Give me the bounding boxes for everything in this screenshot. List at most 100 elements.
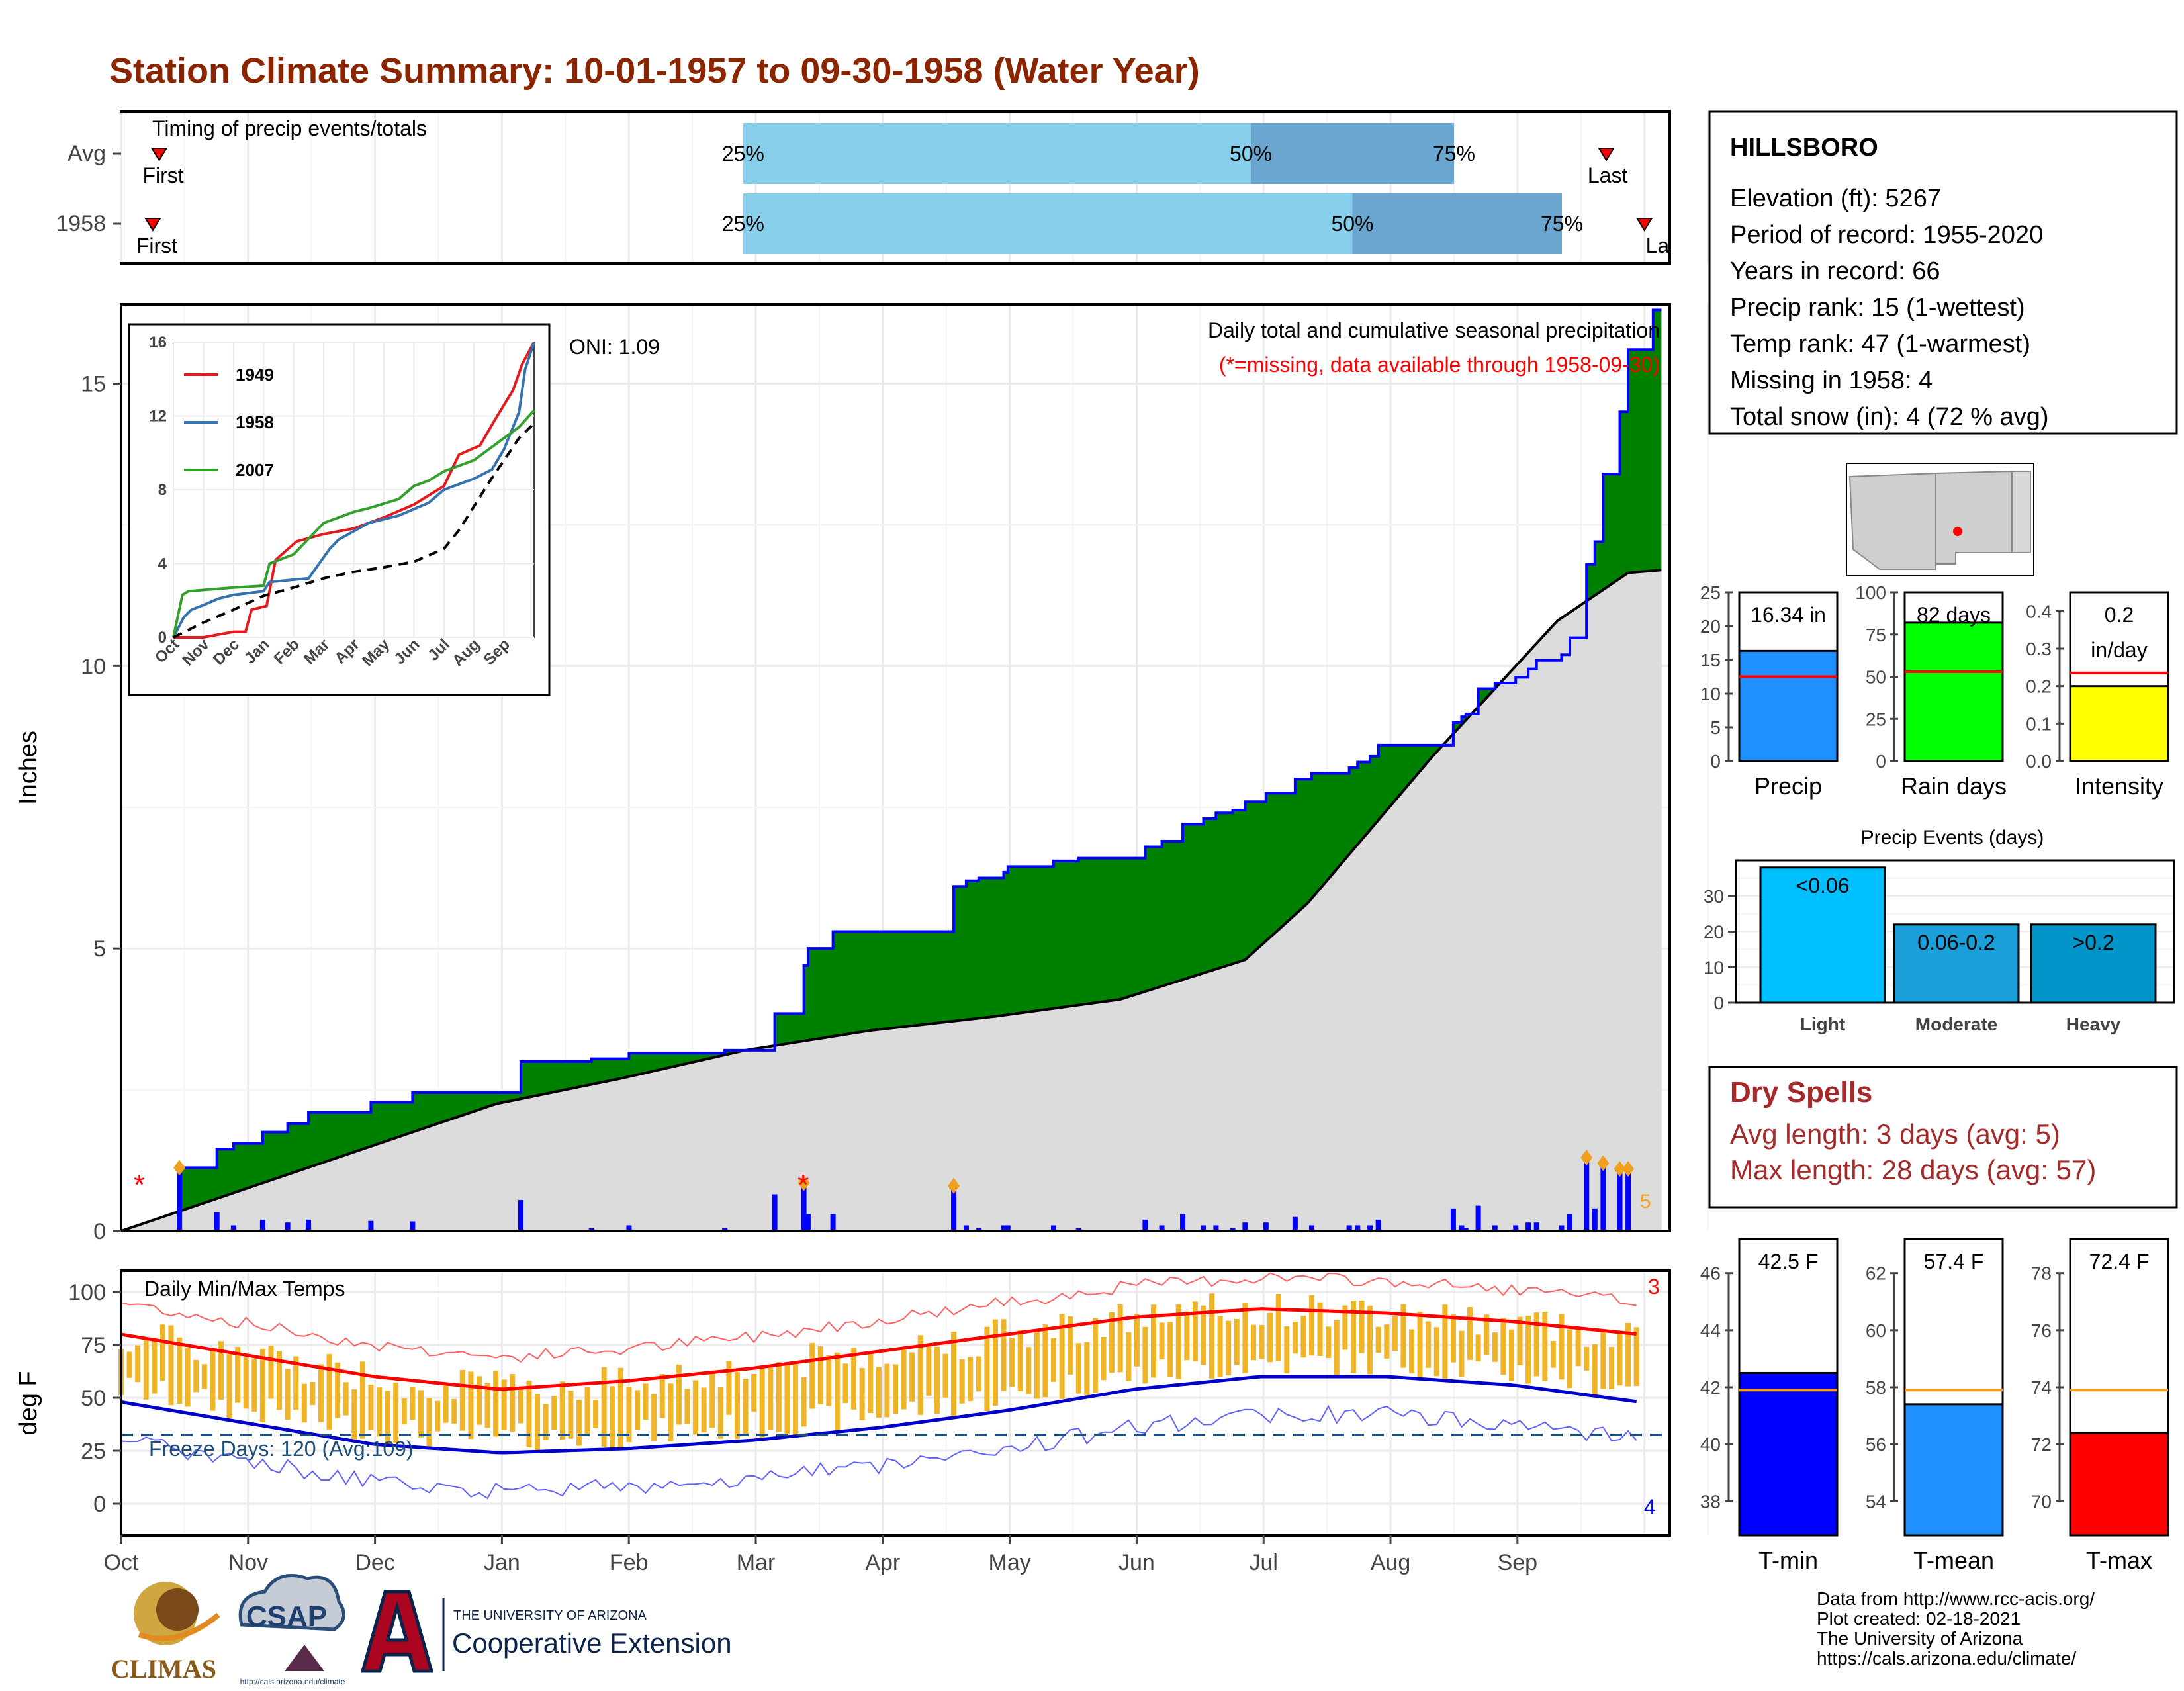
- daily-temp-bar: [1350, 1301, 1356, 1373]
- daily-temp-bar: [535, 1394, 541, 1452]
- daily-temp-bar: [551, 1396, 557, 1430]
- mini-bar-ytick: 25: [1866, 709, 1886, 729]
- daily-precip-bar: [1567, 1214, 1573, 1231]
- daily-precip-bar: [951, 1185, 957, 1231]
- mini-bar-value-label: 42.5 F: [1758, 1250, 1819, 1273]
- daily-temp-bar: [185, 1347, 191, 1407]
- station-info-line: Temp rank: 47 (1-warmest): [1730, 330, 2030, 358]
- mini-bar-name: Intensity: [2075, 772, 2163, 800]
- avg-max-temp-line: [120, 1307, 1637, 1391]
- daily-precip-bar: [1475, 1205, 1481, 1231]
- daily-temp-bar: [293, 1356, 299, 1410]
- daily-precip-bar: [1142, 1219, 1148, 1231]
- inset-legend-label: 1958: [236, 412, 274, 432]
- ua-small-text: THE UNIVERSITY OF ARIZONA: [453, 1608, 647, 1623]
- timing-label: Timing of precip events/totals: [152, 116, 427, 140]
- daily-temp-bar: [1359, 1300, 1365, 1353]
- daily-precip-bar: [963, 1225, 969, 1231]
- daily-temp-bar: [809, 1342, 815, 1409]
- heavy-event-marker: [1622, 1161, 1635, 1177]
- temp-ytick: 0: [93, 1492, 106, 1517]
- daily-temp-bar: [168, 1325, 174, 1406]
- daily-precip-bar: [626, 1225, 632, 1231]
- timing-panel: Timing of precip events/totals 25% 50% 75%…: [56, 110, 1709, 265]
- daily-precip-bar: [1005, 1225, 1011, 1231]
- inset-ytick: 16: [149, 334, 167, 351]
- daily-temp-bar: [1059, 1314, 1065, 1399]
- daily-temp-bar: [617, 1367, 623, 1449]
- heavy-event-marker: [1580, 1150, 1593, 1166]
- daily-temp-bar: [177, 1337, 183, 1404]
- daily-temp-bar: [435, 1400, 441, 1432]
- daily-temp-bar: [1017, 1330, 1023, 1392]
- mini-bar-ytick: 100: [1855, 582, 1886, 603]
- arizona-shape: [1848, 472, 1936, 570]
- timing-label-25: 25%: [722, 142, 764, 165]
- daily-temp-bar: [1575, 1329, 1581, 1367]
- temp-panel-frame: [120, 1269, 1671, 1537]
- daily-precip-bar: [1463, 1228, 1469, 1231]
- mini-bar-ytick: 40: [1700, 1434, 1721, 1455]
- daily-temp-bar: [226, 1354, 232, 1418]
- daily-temp-bar: [1475, 1334, 1481, 1362]
- inset-ytick: 12: [149, 408, 167, 426]
- daily-temp-bar: [1001, 1319, 1007, 1391]
- timing-row-label: 1958: [56, 211, 106, 236]
- mini-bar-t-max: 70 72 74 76 78 72.4 F T-max: [2031, 1238, 2169, 1574]
- daily-temp-bar: [1142, 1326, 1148, 1384]
- daily-temp-bar: [684, 1389, 690, 1424]
- daily-temp-bar: [992, 1319, 998, 1406]
- daily-temp-bar: [1508, 1329, 1514, 1381]
- daily-precip-bar: [1513, 1225, 1519, 1231]
- event-category: Light: [1800, 1014, 1845, 1034]
- daily-precip-bar: [1367, 1225, 1373, 1231]
- inset-ytick: 4: [158, 555, 167, 573]
- daily-temp-bar: [518, 1389, 523, 1424]
- daily-temp-bar: [459, 1369, 465, 1431]
- average-cumulative-line: [120, 569, 1662, 1232]
- daily-temp-bar: [743, 1378, 749, 1434]
- daily-temp-bar: [643, 1383, 649, 1420]
- daily-temp-bar: [1533, 1312, 1539, 1377]
- timing-label-75: 75%: [1541, 212, 1583, 236]
- mini-bar-value-label: 82 days: [1917, 603, 1991, 627]
- heavy-event-marker: [1614, 1161, 1626, 1177]
- mini-bar-value-label: 16.34 in: [1751, 603, 1826, 627]
- daily-temp-bar: [1009, 1338, 1015, 1387]
- dry-spells-title: Dry Spells: [1730, 1076, 1872, 1109]
- daily-temp-bar: [1034, 1329, 1040, 1399]
- mini-bar-ytick: 72: [2031, 1434, 2052, 1455]
- csap-logo: CSAP http://cals.arizona.edu/climate: [238, 1574, 345, 1686]
- daily-temp-bar: [1542, 1312, 1548, 1381]
- inset-legend-label: 1949: [236, 365, 274, 385]
- timing-label-25: 25%: [722, 212, 764, 236]
- daily-temp-bar: [1484, 1314, 1490, 1355]
- daily-temp-bar: [426, 1398, 432, 1447]
- temp-ytick: 50: [81, 1386, 106, 1411]
- mini-bar-ytick: 44: [1700, 1320, 1721, 1341]
- daily-temp-bar: [1525, 1316, 1531, 1384]
- daily-temp-bar: [1068, 1316, 1073, 1375]
- daily-precip-bar: [1559, 1225, 1565, 1231]
- daily-temp-bar: [1450, 1314, 1456, 1363]
- mini-bar-ytick: 0.1: [2026, 713, 2052, 734]
- station-info-line: Period of record: 1955-2020: [1730, 221, 2043, 249]
- freeze-days-label: Freeze Days: 120 (Avg:109): [149, 1437, 414, 1461]
- daily-temp-bar: [401, 1398, 407, 1425]
- mini-bar-value-label: 57.4 F: [1924, 1250, 1984, 1273]
- heavy-event-marker: [173, 1160, 186, 1176]
- daily-precip-bar: [772, 1194, 778, 1231]
- inset-line-1949: [173, 342, 535, 639]
- daily-temp-bar: [751, 1374, 757, 1412]
- daily-temp-bar: [1226, 1320, 1232, 1375]
- climas-logo-text: CLIMAS: [111, 1654, 216, 1684]
- daily-temp-bar: [1392, 1316, 1398, 1351]
- mini-bar-fill: [1903, 621, 2004, 762]
- events-ytick: 20: [1704, 922, 1724, 942]
- daily-temp-bar: [610, 1386, 615, 1449]
- daily-temp-bar: [235, 1347, 241, 1403]
- daily-temp-bar: [793, 1364, 799, 1437]
- daily-temp-bar: [1159, 1322, 1165, 1360]
- mini-bar-name: T-min: [1758, 1547, 1818, 1574]
